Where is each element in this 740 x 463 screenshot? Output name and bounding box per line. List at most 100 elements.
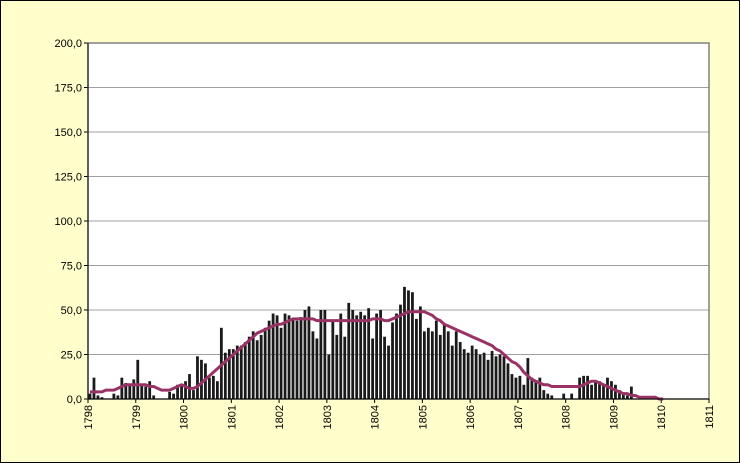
- bar: [180, 386, 183, 399]
- bar: [184, 381, 187, 399]
- bar: [434, 320, 438, 399]
- bar: [438, 334, 442, 399]
- bar: [331, 320, 335, 399]
- bar: [494, 356, 498, 399]
- bar: [590, 384, 593, 399]
- bar: [446, 331, 450, 399]
- bar: [578, 377, 582, 399]
- y-tick-label: 200,0: [54, 38, 82, 50]
- bar: [212, 375, 215, 399]
- bar: [622, 393, 625, 399]
- bar: [271, 313, 275, 399]
- bar: [315, 338, 319, 399]
- bar: [614, 384, 617, 399]
- y-tick-label: 50,0: [61, 305, 82, 317]
- bar: [510, 374, 514, 399]
- bar: [136, 359, 140, 399]
- bar: [116, 395, 120, 399]
- bar: [450, 345, 454, 399]
- bar: [275, 315, 279, 399]
- bar: [407, 290, 410, 399]
- y-tick-label: 25,0: [61, 350, 82, 362]
- bar: [367, 308, 371, 399]
- x-tick-label: 1803: [322, 405, 334, 429]
- bar: [411, 292, 414, 399]
- bar: [152, 395, 156, 399]
- bar: [629, 386, 633, 399]
- bar: [534, 381, 538, 399]
- bar: [383, 336, 386, 399]
- bar: [100, 397, 104, 399]
- bar: [343, 336, 347, 399]
- bar: [470, 345, 474, 399]
- bar: [140, 384, 144, 399]
- y-tick-label: 75,0: [61, 261, 82, 273]
- bar: [514, 377, 518, 399]
- bar: [188, 374, 191, 399]
- bar: [598, 381, 601, 399]
- bar: [259, 334, 263, 399]
- bar: [231, 349, 235, 399]
- bar: [351, 310, 355, 399]
- bar: [251, 331, 255, 399]
- bar: [490, 350, 494, 399]
- bar: [243, 342, 247, 399]
- x-tick-label: 1805: [417, 405, 429, 429]
- bar: [279, 327, 283, 399]
- bar: [235, 345, 239, 399]
- x-tick-label: 1806: [465, 405, 477, 429]
- bar: [128, 384, 132, 399]
- bar: [399, 304, 402, 399]
- bar: [550, 395, 554, 399]
- bar: [391, 322, 394, 399]
- bar: [227, 349, 231, 399]
- y-tick-label: 125,0: [54, 172, 82, 184]
- y-tick-label: 0,0: [67, 394, 82, 406]
- bar: [462, 349, 466, 399]
- x-tick-label: 1800: [179, 405, 191, 429]
- bar: [478, 354, 482, 399]
- bar: [379, 310, 382, 399]
- bar: [506, 363, 510, 399]
- bar: [395, 313, 398, 399]
- bar: [88, 393, 92, 399]
- bar: [474, 349, 478, 399]
- bar: [208, 377, 211, 399]
- bar: [618, 390, 621, 399]
- bar: [347, 302, 351, 399]
- x-tick-label: 1804: [370, 405, 382, 429]
- bar: [311, 331, 315, 399]
- bar: [602, 384, 605, 399]
- bar: [502, 356, 506, 399]
- bar: [120, 377, 124, 399]
- bar: [307, 306, 311, 399]
- bar: [546, 393, 550, 399]
- bar: [454, 331, 458, 399]
- x-tick-label: 1798: [83, 405, 95, 429]
- bar: [610, 381, 613, 399]
- bar: [562, 393, 566, 399]
- bar: [355, 315, 359, 399]
- bar: [458, 342, 462, 399]
- bar: [176, 384, 179, 399]
- bar: [538, 377, 542, 399]
- bar: [371, 338, 375, 399]
- bar: [239, 345, 243, 399]
- bar: [363, 315, 367, 399]
- bar: [303, 310, 307, 399]
- bar: [263, 327, 267, 399]
- bar: [530, 377, 534, 399]
- trend-line: [89, 310, 664, 401]
- bar: [247, 336, 251, 399]
- bar: [442, 324, 446, 399]
- bar: [223, 352, 227, 399]
- bar: [359, 311, 363, 399]
- bar: [335, 334, 339, 399]
- bar: [339, 313, 343, 399]
- bar: [196, 356, 199, 399]
- bar: [323, 310, 327, 399]
- bar: [570, 393, 574, 399]
- bar: [522, 384, 526, 399]
- x-tick-label: 1809: [608, 405, 620, 429]
- bar: [92, 377, 96, 399]
